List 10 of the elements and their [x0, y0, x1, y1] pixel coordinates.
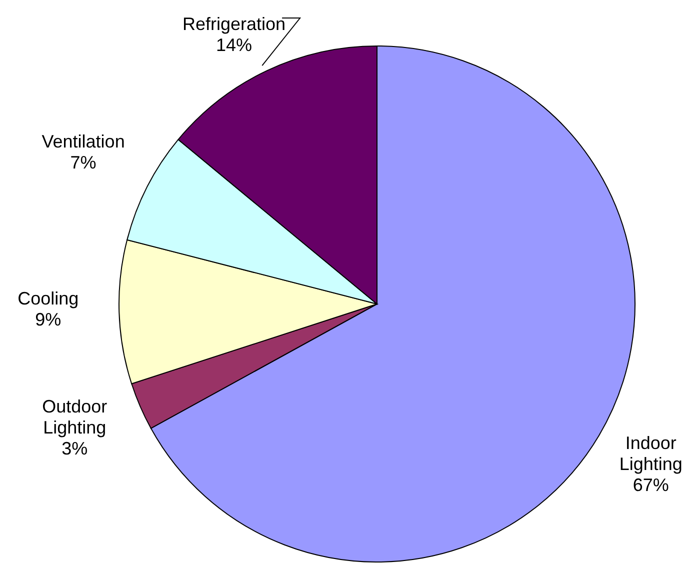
slice-label: Cooling [18, 288, 79, 309]
slice-label: Ventilation [42, 131, 125, 152]
data-label: 7% [70, 152, 96, 172]
data-label: 3% [62, 438, 88, 459]
slice-label: Indoor Lighting [619, 432, 682, 474]
data-label: 14% [216, 35, 252, 55]
data-label: 67% [632, 474, 669, 495]
slice-label: Refrigeration [182, 14, 286, 34]
slice-label: Outdoor Lighting [42, 396, 108, 438]
data-label: 9% [35, 310, 62, 330]
